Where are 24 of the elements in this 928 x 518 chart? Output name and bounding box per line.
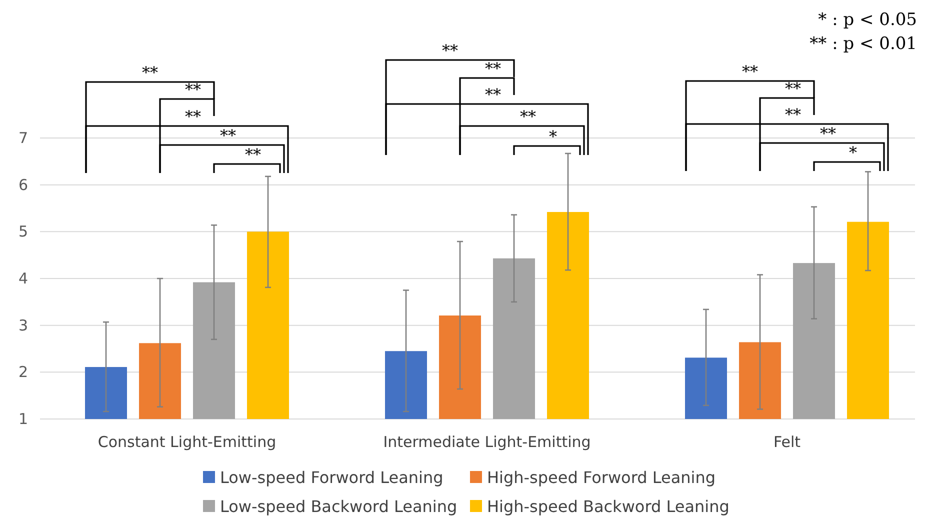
y-tick-label: 1	[18, 410, 28, 428]
legend-label: High-speed Forword Leaning	[487, 468, 716, 487]
annotation: *	[849, 143, 857, 162]
annotation: **	[220, 126, 236, 145]
y-tick-label: 2	[18, 363, 28, 382]
significance-bracket: *	[813, 143, 881, 171]
text: * : p < 0.05	[818, 10, 917, 30]
y-tick-label: 5	[18, 222, 28, 241]
text: ** : p < 0.01	[810, 34, 917, 54]
y-tick-label: 7	[18, 129, 28, 147]
significance-bracket: *	[513, 127, 581, 155]
x-tick-label: Constant Light-Emitting	[98, 433, 276, 451]
y-tick-label: 3	[18, 316, 28, 334]
legend-label: High-speed Backword Leaning	[487, 497, 730, 516]
legend-label: Low-speed Backword Leaning	[220, 497, 458, 516]
y-tick-label: 4	[18, 270, 28, 288]
y-tick-label: 6	[18, 176, 28, 194]
annotation: **	[820, 124, 836, 143]
legend-label: Low-speed Forword Leaning	[220, 468, 444, 487]
x-tick-label: Felt	[773, 433, 801, 451]
annotation: *	[549, 127, 557, 146]
significance-bracket: **	[213, 145, 281, 173]
annotation: **	[245, 145, 261, 164]
x-tick-label: Intermediate Light-Emitting	[383, 433, 591, 451]
